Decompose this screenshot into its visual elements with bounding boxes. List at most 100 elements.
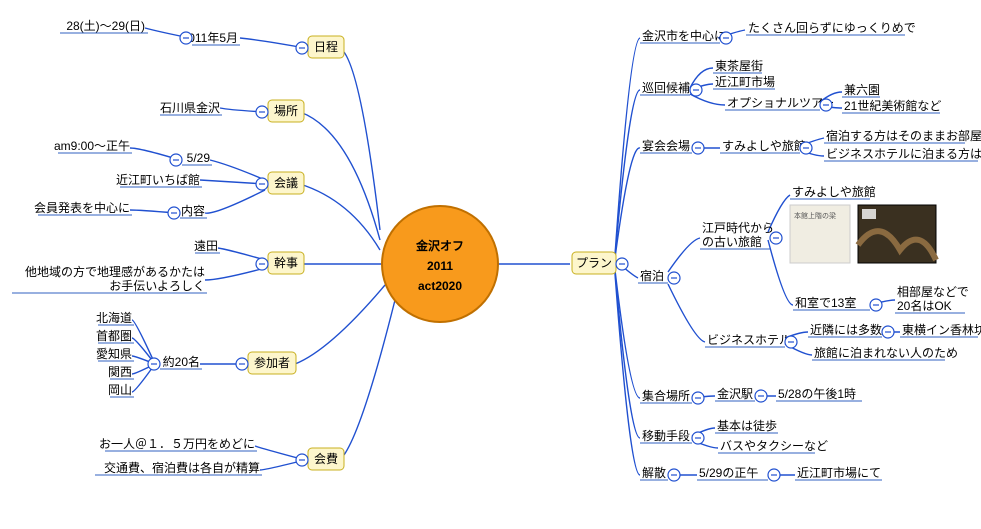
svg-text:愛知県: 愛知県 [96, 347, 132, 361]
node-schedule[interactable]: 日程 [296, 36, 344, 58]
svg-text:20名はOK: 20名はOK [897, 298, 952, 313]
biz-hotel: 東横イン香林坊 [900, 322, 981, 337]
banquet-place: すみよしや旅館 [720, 138, 812, 154]
region-1: 首都圏 [96, 329, 134, 343]
fee-line2: 交通費、宿泊費は各自が精算 [95, 460, 262, 475]
svg-text:プラン: プラン [576, 256, 612, 270]
node-place[interactable]: 場所 [256, 100, 304, 122]
svg-text:江戸時代から: 江戸時代から [702, 221, 774, 235]
tour-opt-1: 21世紀美術館など [842, 98, 941, 113]
svg-text:東横イン香林坊: 東横イン香林坊 [902, 322, 981, 337]
plan-dismiss: 解散 [640, 465, 680, 481]
plan-lodging: 宿泊 [638, 268, 680, 284]
svg-text:近隣には多数: 近隣には多数 [810, 322, 882, 337]
center-node: 金沢オフ 2011 act2020 [382, 206, 498, 322]
svg-text:移動手段: 移動手段 [642, 428, 690, 443]
tour-item-0: 東茶屋街 [713, 58, 763, 73]
lodging-biz: ビジネスホテル [705, 333, 797, 348]
svg-text:幹事: 幹事 [274, 255, 298, 270]
meet-time: 5/28の午後1時 [776, 387, 862, 401]
region-2: 愛知県 [96, 347, 134, 361]
meeting-content: 会員発表を中心に [34, 200, 132, 215]
node-organizer[interactable]: 幹事 [256, 252, 304, 274]
organizer-name: 遠田 [194, 239, 220, 253]
svg-text:石川県金沢: 石川県金沢 [160, 100, 220, 115]
plan-banquet: 宴会会場 [640, 138, 704, 154]
svg-text:和室で13室: 和室で13室 [795, 295, 856, 310]
schedule-sub: 2011年5月 [180, 31, 240, 45]
schedule-leaf: 28(土)～29(日) [60, 19, 148, 33]
photo-image [858, 205, 936, 263]
tour-opt: オプショナルツアー [725, 96, 834, 111]
plan-meet: 集合場所 [640, 388, 704, 404]
svg-text:旅館に泊まれない人のため: 旅館に泊まれない人のため [814, 345, 958, 360]
region-4: 岡山 [108, 383, 134, 397]
biz-near: 近隣には多数 [808, 322, 894, 338]
lodging-ryokan: すみよしや旅館 [790, 184, 876, 199]
svg-text:遠田: 遠田 [194, 239, 218, 253]
move-0: 基本は徒歩 [715, 418, 778, 433]
plan-around: 金沢市を中心に [640, 28, 732, 44]
dismiss-time: 5/29の正午 [697, 466, 780, 481]
svg-text:お一人＠１．５万円をめどに: お一人＠１．５万円をめどに [99, 437, 255, 451]
svg-text:岡山: 岡山 [108, 383, 132, 397]
svg-text:相部屋などで: 相部屋などで [897, 284, 969, 299]
node-fee[interactable]: 会費 [296, 448, 344, 470]
tour-item-1: 近江町市場 [713, 74, 775, 89]
region-3: 関西 [108, 365, 134, 379]
svg-text:会議: 会議 [274, 176, 298, 190]
svg-text:バスやタクシーなど: バスやタクシーなど [720, 439, 828, 453]
svg-text:近江町市場: 近江町市場 [715, 74, 775, 89]
svg-text:オプショナルツアー: オプショナルツアー [727, 96, 834, 110]
svg-text:ビジネスホテルに泊まる方は夕食のみ: ビジネスホテルに泊まる方は夕食のみ [826, 146, 981, 161]
svg-text:21世紀美術館など: 21世紀美術館など [844, 98, 941, 113]
node-plan[interactable]: プラン [572, 252, 628, 274]
tour-opt-0: 兼六園 [842, 83, 880, 97]
svg-text:基本は徒歩: 基本は徒歩 [717, 418, 777, 433]
svg-text:5/29の正午: 5/29の正午 [699, 466, 758, 480]
svg-text:場所: 場所 [274, 104, 298, 118]
svg-text:am9:00～正午: am9:00～正午 [54, 139, 130, 153]
svg-text:交通費、宿泊費は各自が精算: 交通費、宿泊費は各自が精算 [104, 460, 260, 475]
svg-text:北海道: 北海道 [96, 310, 132, 325]
svg-text:5/29: 5/29 [187, 151, 211, 165]
svg-text:すみよしや旅館: すみよしや旅館 [792, 184, 876, 199]
svg-text:約20名: 約20名 [163, 354, 200, 369]
participants-count: 約20名 [148, 354, 202, 370]
region-0: 北海道 [96, 310, 134, 325]
svg-text:の古い旅館: の古い旅館 [702, 234, 762, 249]
svg-text:会員発表を中心に: 会員発表を中心に [34, 200, 130, 215]
mindmap-canvas: 金沢オフ 2011 act2020 日程 場所 会議 幹事 参加者 会費 プラン… [0, 0, 981, 529]
center-line3: act2020 [418, 279, 462, 293]
meeting-date: 5/29 [170, 151, 212, 166]
svg-text:お手伝いよろしく: お手伝いよろしく [109, 279, 205, 293]
svg-text:宿泊: 宿泊 [640, 268, 664, 283]
meeting-content-label: 内容 [168, 203, 207, 219]
plan-move: 移動手段 [640, 428, 704, 444]
svg-text:東茶屋街: 東茶屋街 [715, 58, 763, 73]
meeting-venue: 近江町いちば館 [116, 172, 202, 187]
svg-text:兼六園: 兼六園 [844, 83, 880, 97]
place-leaf: 石川県金沢 [160, 100, 222, 115]
svg-text:本館上階の梁: 本館上階の梁 [794, 211, 836, 220]
svg-text:日程: 日程 [314, 39, 338, 54]
svg-text:近江町いちば館: 近江町いちば館 [116, 172, 200, 187]
photo-caption-box: 本館上階の梁 [790, 205, 850, 263]
svg-text:内容: 内容 [181, 203, 205, 218]
fee-line1: お一人＠１．５万円をめどに [99, 437, 257, 451]
svg-text:28(土)～29(日): 28(土)～29(日) [66, 19, 145, 33]
lodging-rooms: 和室で13室 [793, 295, 882, 311]
center-line2: 2011 [427, 259, 453, 273]
svg-text:金沢市を中心に: 金沢市を中心に [642, 28, 726, 43]
meet-place: 金沢駅 [715, 386, 767, 402]
move-1: バスやタクシーなど [718, 439, 828, 453]
lodging-rooms-note: 相部屋などで 20名はOK [895, 284, 969, 313]
node-participants[interactable]: 参加者 [236, 352, 296, 374]
svg-text:たくさん回らずにゆっくりめで: たくさん回らずにゆっくりめで [748, 21, 916, 35]
biz-note: 旅館に泊まれない人のため [812, 345, 958, 360]
svg-text:金沢駅: 金沢駅 [717, 386, 753, 401]
svg-text:集合場所: 集合場所 [642, 388, 690, 403]
center-line1: 金沢オフ [415, 238, 464, 253]
svg-text:宴会会場: 宴会会場 [642, 138, 690, 153]
svg-text:ビジネスホテル: ビジネスホテル [707, 333, 791, 347]
